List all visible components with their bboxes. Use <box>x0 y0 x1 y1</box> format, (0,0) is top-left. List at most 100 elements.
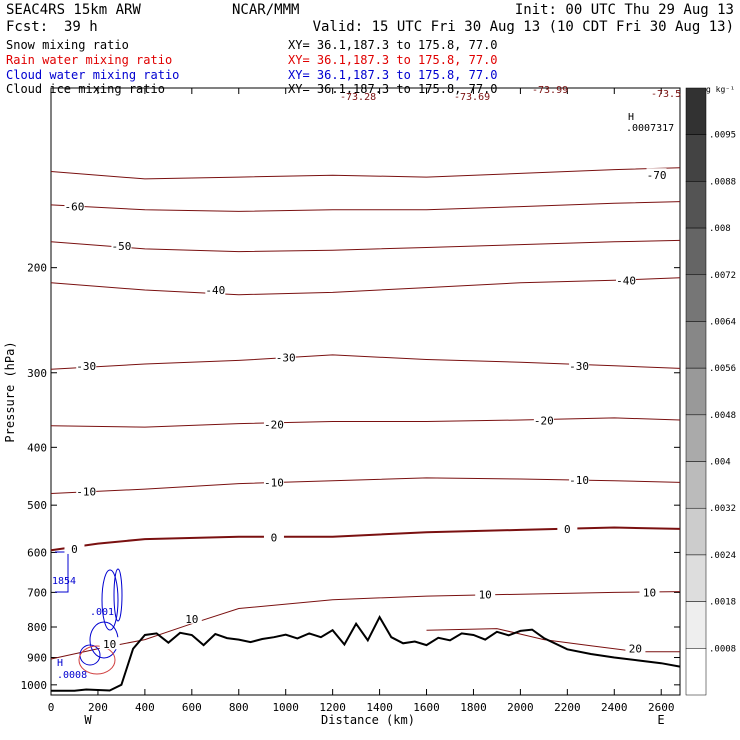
field-name-cloud-ice: Cloud ice mixing ratio <box>6 82 165 96</box>
colorbar-swatch <box>685 321 707 369</box>
cloud-water-bracket <box>55 551 69 593</box>
contour-label-bg <box>76 484 97 497</box>
colorbar-label: .008 <box>709 224 731 234</box>
contour-label-bg <box>569 358 590 371</box>
colorbar-label: .0032 <box>709 504 736 514</box>
contour-label: 10 <box>103 638 116 651</box>
contour-label-bg <box>64 199 85 212</box>
isotherm-line <box>50 477 681 494</box>
contour-label-bg <box>263 530 284 543</box>
contour-label: -40 <box>205 284 225 297</box>
contour-label-bg <box>639 585 660 598</box>
forecast-label: Fcst: <box>6 19 48 35</box>
y-tick-label: 800 <box>27 621 47 634</box>
model-title: SEAC4RS 15km ARW <box>6 2 141 18</box>
y-tick-label: 1000 <box>21 679 48 692</box>
x-tick-label: 200 <box>88 701 108 714</box>
x-tick-label: 2400 <box>601 701 628 714</box>
field-xy-snow: XY= 36.1,187.3 to 175.8, 77.0 <box>288 38 498 52</box>
field-xy-rain: XY= 36.1,187.3 to 175.8, 77.0 <box>288 53 498 67</box>
header: SEAC4RS 15km ARW NCAR/MMM Init: 00 UTC T… <box>6 2 734 35</box>
colorbar-swatch <box>685 554 707 602</box>
x-tick-label: 1800 <box>460 701 487 714</box>
isotherm-line <box>50 526 681 552</box>
top-value-2: -73.69 <box>454 92 490 103</box>
cloud-water-value: 1854 <box>52 576 76 587</box>
isotherm-line <box>50 354 681 370</box>
contour-label-bg <box>99 637 120 650</box>
contour-label: -30 <box>569 360 589 373</box>
contour-label: 0 <box>271 531 278 544</box>
contour-label: -30 <box>276 352 296 365</box>
high-marker: H <box>628 112 634 123</box>
top-value-3: -73.99 <box>532 85 568 96</box>
direction-east: E <box>657 713 664 727</box>
bottom-high-value: .0008 <box>57 670 87 681</box>
isotherm-line <box>50 201 681 212</box>
field-xy-cloud-water: XY= 36.1,187.3 to 175.8, 77.0 <box>288 68 498 82</box>
contour-label-bg <box>76 358 97 371</box>
x-tick-label: 2200 <box>554 701 581 714</box>
plot-frame <box>50 87 681 696</box>
contour-label: -70 <box>647 169 667 182</box>
field-legend: Snow mixing ratio XY= 36.1,187.3 to 175.… <box>6 38 498 96</box>
isotherm-line <box>50 417 681 428</box>
valid-time: Valid: 15 UTC Fri 30 Aug 13 (10 CDT Fri … <box>313 19 734 35</box>
contour-label: -10 <box>76 485 96 498</box>
colorbar-label: .0048 <box>709 411 736 421</box>
hydrometeor-contour <box>79 644 101 666</box>
contour-label-bg <box>533 413 554 426</box>
contour-label-bg <box>205 283 226 296</box>
colorbar-swatch <box>685 227 707 276</box>
y-tick-label: 600 <box>27 546 47 559</box>
colorbar-label: .004 <box>709 458 731 468</box>
contour-label: -10 <box>569 474 589 487</box>
colorbar: .0095 .0088 .008 .0072 .0064 .0056 .0048 .004 .0… <box>685 87 736 696</box>
colorbar-swatch <box>685 181 707 229</box>
colorbar-swatch <box>685 414 707 462</box>
colorbar-label: .0088 <box>709 177 736 187</box>
contour-label: -20 <box>264 418 284 431</box>
colorbar-label: .0072 <box>709 271 736 281</box>
field-name-rain: Rain water mixing ratio <box>6 53 172 67</box>
field-name-cloud-water: Cloud water mixing ratio <box>6 68 179 82</box>
contour-label-bg <box>263 475 284 488</box>
colorbar-swatch <box>685 507 707 556</box>
contour-label-bg <box>275 350 296 363</box>
terrain-line <box>51 615 681 692</box>
x-tick-label: 400 <box>135 701 155 714</box>
hydrometeor-contour <box>101 569 119 631</box>
contour-label: 10 <box>185 613 198 626</box>
colorbar-swatch <box>685 601 707 649</box>
colorbar-swatch <box>685 461 707 509</box>
field-xy-cloud-ice: XY= 36.1,187.3 to 175.8, 77.0 <box>288 82 498 96</box>
y-tick-label: 300 <box>27 367 47 380</box>
colorbar-swatch <box>685 648 707 696</box>
contour-label-bg <box>557 521 578 534</box>
contour-label-bg <box>569 473 590 486</box>
top-value-4: -73.5 <box>651 89 681 100</box>
colorbar-unit: g kg⁻¹ <box>706 85 735 94</box>
contour-label-bg <box>616 273 637 286</box>
contour-label: 0 <box>564 523 571 536</box>
high-value: .0007317 <box>626 123 674 134</box>
colorbar-label: .0056 <box>709 364 736 374</box>
x-tick-label: 1000 <box>272 701 299 714</box>
axis-ticks: 0 200 400 600 800 1000 1200 1400 1600 1800 2000 220… <box>21 88 680 714</box>
isotherm-line <box>50 277 681 296</box>
hydrometeor-contour <box>78 645 116 675</box>
y-tick-label: 900 <box>27 652 47 665</box>
y-tick-label: 200 <box>27 262 47 275</box>
isotherm-line <box>50 167 681 180</box>
isotherm-line <box>50 239 681 253</box>
y-axis-title: Pressure (hPa) <box>3 341 17 442</box>
center-title: NCAR/MMM <box>232 2 299 18</box>
contour-label: -40 <box>616 274 636 287</box>
colorbar-swatch <box>685 87 707 135</box>
colorbar-label: .0024 <box>709 551 736 561</box>
x-tick-label: 1400 <box>366 701 393 714</box>
x-tick-label: 0 <box>48 701 55 714</box>
x-tick-label: 800 <box>229 701 249 714</box>
direction-west: W <box>84 713 92 727</box>
